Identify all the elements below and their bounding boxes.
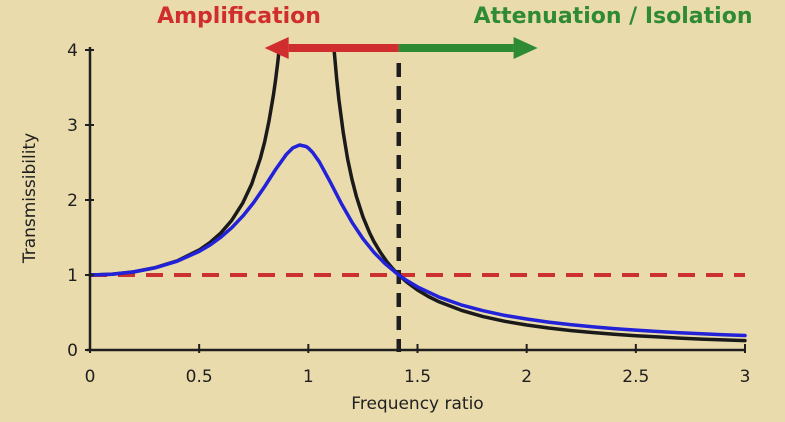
y-tick-label: 2 (67, 191, 78, 211)
x-axis-title: Frequency ratio (351, 394, 484, 414)
y-axis-title: Transmissibility (20, 132, 40, 264)
y-tick-label: 3 (67, 116, 78, 136)
x-tick-label: 3 (740, 367, 751, 387)
amplification-region-label: Amplification (157, 4, 321, 29)
y-tick-label: 0 (67, 341, 78, 361)
amplification-arrow-arrowhead-icon (264, 37, 289, 59)
x-tick-label: 0 (85, 367, 96, 387)
x-tick-label: 2 (521, 367, 532, 387)
undamped-transmissibility-curve (332, 48, 747, 343)
x-tick-label: 1.5 (404, 367, 431, 387)
damped-transmissibility-curve (88, 143, 747, 338)
x-tick-label: 1 (303, 367, 314, 387)
undamped-transmissibility-curve (88, 48, 281, 277)
x-tick-label: 2.5 (622, 367, 649, 387)
y-tick-label: 1 (67, 266, 78, 286)
attenuation-isolation-region-label: Attenuation / Isolation (473, 4, 753, 29)
isolation-arrow-shaft (398, 44, 514, 52)
amplification-arrow-shaft (288, 44, 399, 52)
isolation-arrow-arrowhead-icon (513, 37, 538, 59)
y-tick-label: 4 (67, 41, 78, 61)
axes (87, 47, 746, 352)
x-tick-label: 0.5 (186, 367, 213, 387)
